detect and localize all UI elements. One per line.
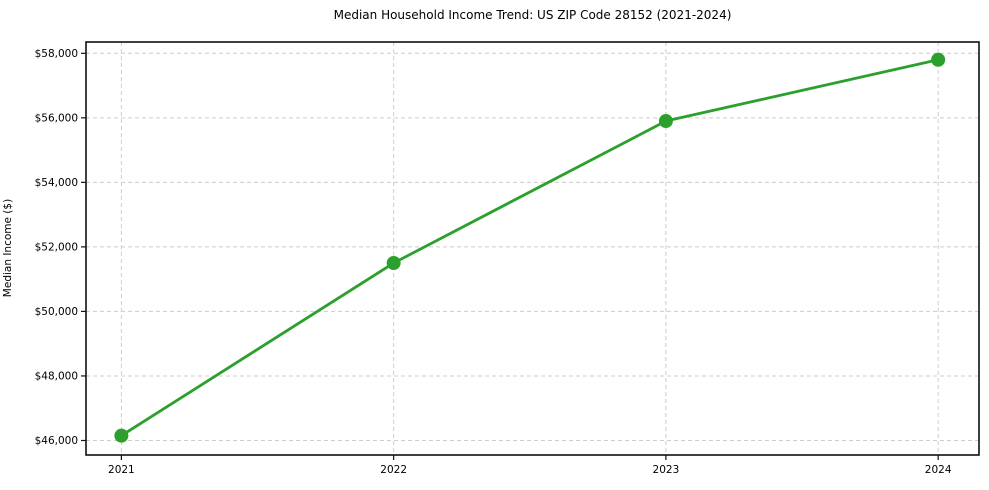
chart-title: Median Household Income Trend: US ZIP Co… bbox=[333, 8, 732, 22]
axes-border bbox=[85, 41, 980, 456]
trend-line bbox=[119, 58, 940, 438]
x-tick-label: 2022 bbox=[380, 464, 407, 476]
y-tick-label: $54,000 bbox=[35, 177, 78, 189]
data-point-2023 bbox=[658, 114, 673, 129]
y-tick-label: $48,000 bbox=[35, 370, 78, 382]
x-tick-label: 2024 bbox=[925, 464, 952, 476]
y-tick-label: $46,000 bbox=[35, 435, 78, 447]
x-tick-label: 2021 bbox=[108, 464, 135, 476]
y-tick-label: $56,000 bbox=[35, 112, 78, 124]
y-tick-label: $52,000 bbox=[35, 241, 78, 253]
x-tick-label: 2023 bbox=[653, 464, 680, 476]
y-tick-label: $50,000 bbox=[35, 306, 78, 318]
data-point-2022 bbox=[386, 256, 401, 271]
y-tick-label: $58,000 bbox=[35, 48, 78, 60]
data-point-2021 bbox=[114, 428, 129, 443]
data-point-2024 bbox=[931, 52, 946, 67]
y-axis-label: Median Income ($) bbox=[2, 198, 14, 298]
